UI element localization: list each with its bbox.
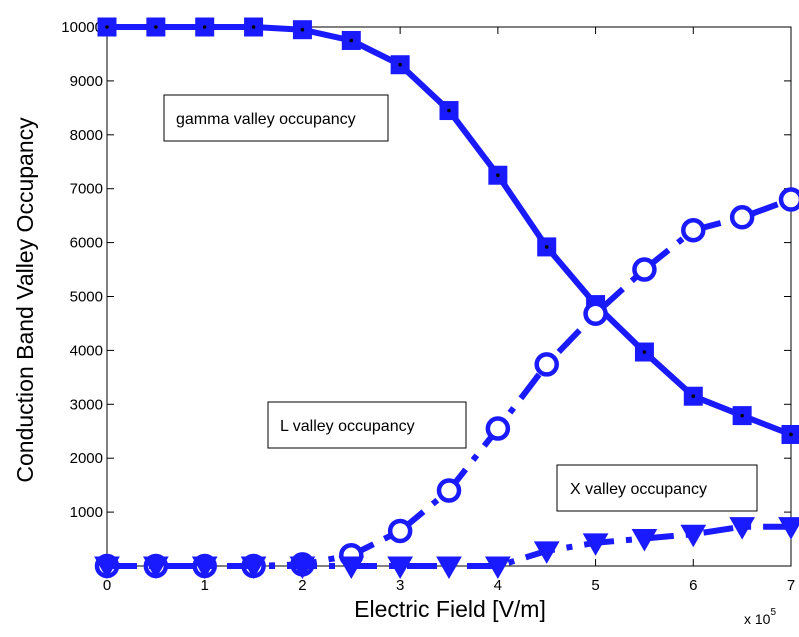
y-tick-label: 3000 bbox=[70, 396, 103, 413]
annotation-gamma: gamma valley occupancy bbox=[163, 94, 389, 142]
data-point-triangle bbox=[240, 556, 267, 580]
series-layer bbox=[94, 17, 799, 580]
data-point-center bbox=[740, 413, 744, 418]
series-square bbox=[97, 17, 799, 444]
data-point-triangle bbox=[729, 517, 756, 540]
x-multiplier-base: x 10 bbox=[744, 611, 771, 627]
series-circle bbox=[94, 187, 799, 579]
data-point-center bbox=[544, 245, 549, 249]
y-tick-label: 10000 bbox=[61, 19, 103, 36]
x-tick-label: 5 bbox=[591, 577, 599, 594]
x-tick-label: 7 bbox=[787, 577, 795, 594]
y-tick-label: 7000 bbox=[70, 181, 103, 198]
data-point-circle bbox=[436, 478, 462, 503]
data-point-triangle bbox=[778, 517, 799, 540]
data-point-center bbox=[300, 27, 305, 32]
data-point-center bbox=[398, 62, 402, 67]
annotation-box bbox=[163, 94, 389, 142]
data-point-circle bbox=[534, 352, 559, 377]
data-point-circle bbox=[729, 205, 755, 230]
data-point-triangle bbox=[631, 529, 658, 552]
annotations: gamma valley occupancy L valley occupanc… bbox=[163, 94, 758, 512]
data-point-center bbox=[642, 350, 647, 354]
y-tick-label: 2000 bbox=[70, 450, 103, 467]
data-point-circle bbox=[681, 217, 706, 243]
data-point-center bbox=[349, 38, 354, 43]
y-tick-label: 6000 bbox=[70, 235, 103, 252]
annotation-box bbox=[556, 464, 758, 512]
data-point-triangle bbox=[484, 556, 511, 580]
x-axis-label: Electric Field [V/m] bbox=[354, 596, 546, 622]
data-point-triangle bbox=[338, 556, 365, 580]
x-tick-label: 1 bbox=[201, 577, 209, 594]
data-point-center bbox=[105, 25, 109, 29]
data-point-triangle bbox=[436, 556, 462, 580]
series-triangle-down bbox=[94, 517, 799, 580]
data-point-center bbox=[447, 108, 451, 113]
data-point-center bbox=[251, 25, 256, 29]
data-point-triangle bbox=[680, 524, 707, 548]
y-axis-label: Conduction Band Valley Occupancy bbox=[12, 117, 38, 483]
data-point-triangle bbox=[142, 556, 169, 580]
data-point-triangle bbox=[582, 533, 609, 556]
annotation-text: gamma valley occupancy bbox=[176, 111, 356, 128]
x-tick-label: 4 bbox=[494, 577, 502, 594]
data-point-circle bbox=[583, 301, 608, 326]
y-tick-label: 8000 bbox=[70, 127, 103, 144]
data-point-triangle bbox=[533, 541, 560, 564]
annotation-text: X valley occupancy bbox=[570, 481, 707, 498]
y-tick-label: 9000 bbox=[70, 73, 103, 90]
data-point-center bbox=[496, 173, 500, 178]
x-tick-label: 6 bbox=[689, 577, 697, 594]
data-point-circle bbox=[387, 518, 413, 544]
annotation-text: L valley occupancy bbox=[280, 418, 415, 435]
x-tick-label: 3 bbox=[396, 577, 404, 594]
data-point-triangle bbox=[191, 556, 218, 580]
data-point-circle bbox=[778, 187, 799, 212]
y-tick-label: 4000 bbox=[70, 342, 103, 359]
data-point-center bbox=[154, 25, 158, 29]
data-point-circle bbox=[485, 416, 511, 441]
x-multiplier-exponent: 5 bbox=[770, 607, 776, 618]
data-point-triangle bbox=[387, 556, 414, 580]
data-point-center bbox=[202, 25, 207, 29]
annotation-box bbox=[267, 401, 467, 449]
x-tick-label: 2 bbox=[298, 577, 306, 594]
y-tick-label: 1000 bbox=[70, 504, 103, 521]
data-point-circle bbox=[632, 257, 657, 282]
y-tick-label: 5000 bbox=[70, 289, 103, 306]
data-point-center bbox=[691, 394, 696, 399]
annotation-x: X valley occupancy bbox=[556, 464, 758, 512]
x-tick-label: 0 bbox=[103, 577, 111, 594]
annotation-l: L valley occupancy bbox=[267, 401, 467, 449]
data-point-center bbox=[789, 432, 793, 437]
x-multiplier: x 105 bbox=[744, 607, 776, 627]
data-point-triangle bbox=[94, 556, 120, 580]
data-point-triangle bbox=[289, 556, 316, 580]
